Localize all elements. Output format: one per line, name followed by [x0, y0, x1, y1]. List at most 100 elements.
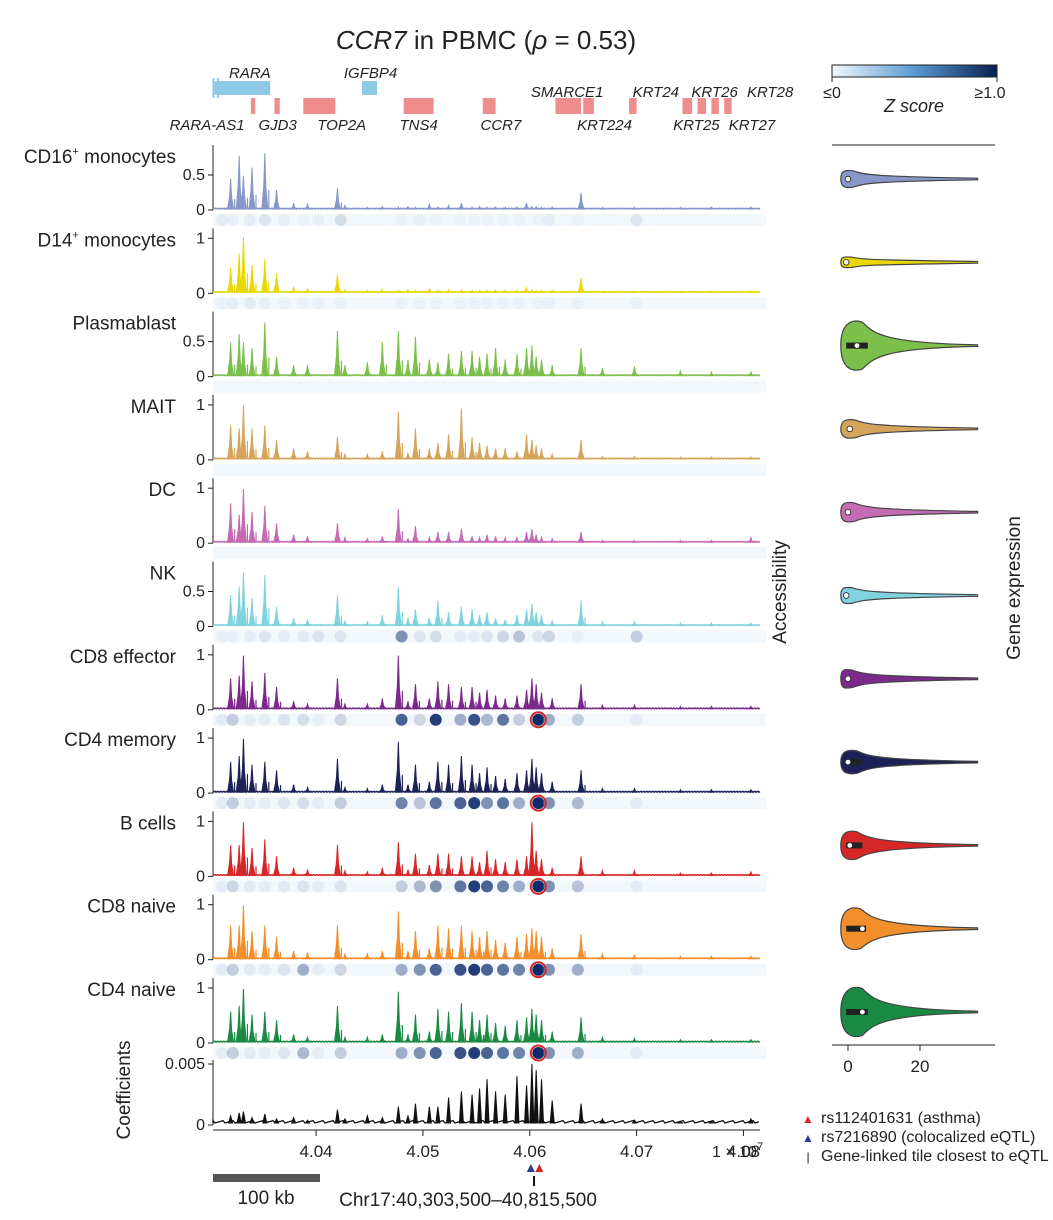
track-peak	[272, 190, 281, 210]
heat-dot	[243, 880, 256, 893]
track-peak	[513, 353, 521, 377]
heat-dot	[258, 297, 271, 310]
violin-x-tick-label: 0	[843, 1057, 852, 1076]
heat-dot	[334, 713, 347, 726]
track-peak	[501, 1025, 509, 1043]
track-peak	[272, 273, 281, 293]
track-peak	[227, 267, 235, 293]
gene-minus-krt224	[583, 98, 594, 114]
coef-y-tick-label: 0.005	[165, 1056, 205, 1073]
track-peak	[239, 175, 248, 210]
gene-minus-gjd3	[274, 98, 280, 114]
track-peak	[434, 681, 442, 710]
track-peak	[468, 609, 476, 626]
track-peak	[513, 1020, 521, 1043]
heat-dot	[226, 797, 239, 810]
track-peak	[261, 672, 269, 710]
track-peak	[404, 784, 413, 793]
track-peak	[341, 288, 349, 293]
track-b-cells: 0 1 B cells	[120, 811, 766, 895]
track-peak	[378, 451, 387, 460]
track-peak	[457, 1003, 465, 1043]
coef-peak	[412, 1103, 419, 1124]
track-peak	[708, 456, 715, 460]
heat-dot	[571, 797, 584, 810]
gene-expression-axis-label: Gene expression	[1004, 516, 1025, 660]
heat-dot	[542, 297, 555, 310]
track-peak	[364, 787, 371, 793]
gene-minus-krt28	[724, 98, 732, 114]
track-peak	[403, 869, 413, 876]
track-peak	[272, 686, 281, 710]
heat-dot	[468, 297, 481, 310]
track-peak	[513, 615, 521, 626]
track-peak	[261, 839, 269, 876]
track-peak	[289, 448, 298, 460]
track-peak	[378, 951, 387, 960]
heat-dot	[312, 214, 325, 226]
track-peak	[261, 575, 269, 626]
track-peak	[483, 289, 491, 293]
heat-dot	[258, 1047, 271, 1059]
heat-dot	[571, 630, 584, 643]
track-peak	[501, 448, 510, 460]
track-peak	[475, 862, 484, 876]
track-peak	[272, 856, 281, 876]
track-peak	[468, 686, 476, 710]
track-peak	[549, 289, 556, 293]
heat-dot	[243, 214, 256, 226]
track-peak	[548, 365, 557, 377]
track-peak	[289, 617, 298, 626]
heat-dot	[216, 963, 229, 976]
track-peak	[491, 617, 500, 626]
x-tick-label: 4.04	[300, 1142, 333, 1161]
track-y-tick-label: 0	[196, 868, 205, 885]
track-peak	[303, 202, 313, 210]
track-peak	[631, 787, 638, 793]
track-peak	[261, 506, 269, 543]
track-peak	[630, 868, 640, 876]
heat-dot	[334, 214, 347, 226]
heat-dot	[630, 713, 643, 726]
violin-median-dot	[846, 425, 853, 433]
track-label-name: MAIT	[131, 397, 177, 418]
track-cd4-memory: 0 1 CD4 memory	[64, 728, 766, 812]
coef-peak	[236, 1112, 242, 1124]
heat-dot	[334, 630, 347, 643]
track-peak	[411, 526, 420, 543]
track-peak	[547, 452, 557, 460]
track-peak	[425, 864, 434, 876]
track-peak	[289, 365, 298, 377]
track-peak	[425, 948, 434, 960]
coef-peak	[342, 1117, 348, 1124]
violin-iqr-box	[846, 759, 863, 766]
heat-dot	[429, 297, 442, 310]
coef-peak	[364, 1113, 371, 1124]
track-peak	[272, 523, 281, 543]
track-peak	[597, 952, 608, 960]
track-peak	[522, 609, 531, 626]
heat-dot	[571, 963, 584, 976]
track-y-tick-label: 0	[196, 1035, 205, 1052]
track-peak	[227, 342, 235, 377]
coef-peak	[435, 1106, 441, 1124]
track-peak	[394, 586, 402, 626]
track-peak	[340, 1035, 350, 1043]
track-peak	[483, 689, 491, 710]
track-y-tick-label: 0	[196, 619, 205, 636]
track-peak	[475, 615, 484, 626]
heat-dot	[258, 713, 271, 726]
track-peak	[333, 595, 342, 626]
track-peak	[340, 452, 350, 460]
heat-dot	[481, 630, 494, 643]
heat-dot	[413, 1047, 426, 1059]
track-peak	[457, 350, 466, 377]
track-peak	[533, 205, 540, 210]
track-peak	[272, 356, 281, 377]
heat-dot	[429, 963, 442, 976]
track-peak	[378, 342, 386, 377]
heat-dot	[481, 297, 494, 310]
track-y-tick-label: 1	[196, 397, 205, 414]
track-peak	[425, 448, 434, 460]
x-tick-label: 4.07	[620, 1142, 653, 1161]
